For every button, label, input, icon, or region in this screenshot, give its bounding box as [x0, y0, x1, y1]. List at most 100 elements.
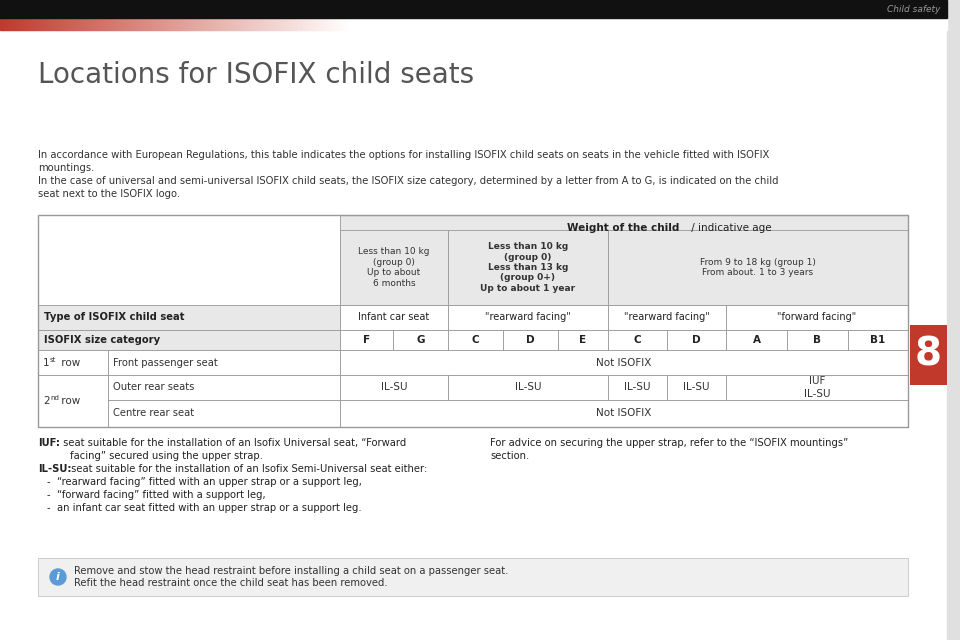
Bar	[228, 18, 229, 30]
Text: In accordance with European Regulations, this table indicates the options for in: In accordance with European Regulations,…	[38, 150, 769, 160]
Bar	[102, 18, 103, 30]
Bar	[218, 18, 219, 30]
Bar	[96, 18, 97, 30]
Bar	[322, 18, 323, 30]
Bar	[343, 18, 344, 30]
Bar	[118, 18, 119, 30]
Bar	[65, 18, 66, 30]
Bar	[38, 215, 908, 427]
Bar	[75, 18, 76, 30]
Bar	[234, 18, 235, 30]
Bar	[129, 18, 130, 30]
Bar	[43, 18, 44, 30]
Bar	[33, 18, 34, 30]
Bar	[186, 18, 187, 30]
Bar	[207, 18, 208, 30]
Bar	[134, 18, 135, 30]
Bar	[10, 18, 11, 30]
Bar	[29, 18, 30, 30]
Bar	[238, 18, 239, 30]
Text: seat next to the ISOFIX logo.: seat next to the ISOFIX logo.	[38, 189, 180, 199]
Bar	[393, 330, 448, 350]
Bar	[307, 18, 308, 30]
Bar	[260, 18, 261, 30]
Bar	[98, 18, 99, 30]
Bar	[44, 18, 45, 30]
Bar	[90, 18, 91, 30]
Bar	[291, 18, 292, 30]
Bar	[247, 18, 248, 30]
Bar	[258, 18, 259, 30]
Bar	[27, 18, 28, 30]
Bar	[99, 18, 100, 30]
Bar	[269, 18, 270, 30]
Bar	[18, 18, 19, 30]
Bar	[345, 18, 346, 30]
Bar	[20, 18, 21, 30]
Bar	[608, 230, 908, 305]
Bar	[40, 18, 41, 30]
Bar	[64, 18, 65, 30]
Bar	[35, 18, 36, 30]
Bar	[187, 18, 188, 30]
Bar	[141, 18, 142, 30]
Bar	[127, 18, 128, 30]
Bar	[15, 18, 16, 30]
Bar	[53, 18, 54, 30]
Bar	[21, 18, 22, 30]
Bar	[223, 18, 224, 30]
Bar	[140, 18, 141, 30]
Bar	[112, 18, 113, 30]
Bar	[252, 18, 253, 30]
Bar	[136, 18, 137, 30]
Bar	[6, 18, 7, 30]
Text: Not ISOFIX: Not ISOFIX	[596, 358, 652, 367]
Bar	[340, 400, 908, 427]
Bar	[143, 18, 144, 30]
Bar	[285, 18, 286, 30]
Text: -: -	[47, 490, 51, 500]
Bar	[101, 18, 102, 30]
Bar	[87, 18, 88, 30]
Bar	[113, 18, 114, 30]
Bar	[272, 18, 273, 30]
Bar	[108, 350, 340, 375]
Bar	[105, 18, 106, 30]
Bar	[154, 18, 155, 30]
Bar	[100, 18, 101, 30]
Bar	[83, 18, 84, 30]
Bar	[108, 375, 340, 400]
Bar	[667, 375, 726, 400]
Text: Locations for ISOFIX child seats: Locations for ISOFIX child seats	[38, 61, 474, 89]
Text: F: F	[363, 335, 370, 345]
Bar	[39, 18, 40, 30]
Bar	[335, 18, 336, 30]
Bar	[176, 18, 177, 30]
Text: IL-SU: IL-SU	[684, 383, 709, 392]
Text: IL-SU: IL-SU	[624, 383, 651, 392]
Bar	[222, 18, 223, 30]
Bar	[278, 18, 279, 30]
Bar	[263, 18, 264, 30]
Bar	[66, 18, 67, 30]
Bar	[306, 18, 307, 30]
Text: 8: 8	[915, 336, 942, 374]
Bar	[197, 18, 198, 30]
Bar	[216, 18, 217, 30]
Text: "rearward facing": "rearward facing"	[485, 312, 571, 323]
Text: E: E	[580, 335, 587, 345]
Bar	[114, 18, 115, 30]
Bar	[109, 18, 110, 30]
Bar	[340, 215, 908, 305]
Bar	[22, 18, 23, 30]
Bar	[36, 18, 37, 30]
Bar	[107, 18, 108, 30]
Bar	[19, 18, 20, 30]
Bar	[279, 18, 280, 30]
Bar	[910, 325, 947, 385]
Bar	[236, 18, 237, 30]
Text: G: G	[417, 335, 424, 345]
Bar	[115, 18, 116, 30]
Bar	[342, 18, 343, 30]
Bar	[205, 18, 206, 30]
